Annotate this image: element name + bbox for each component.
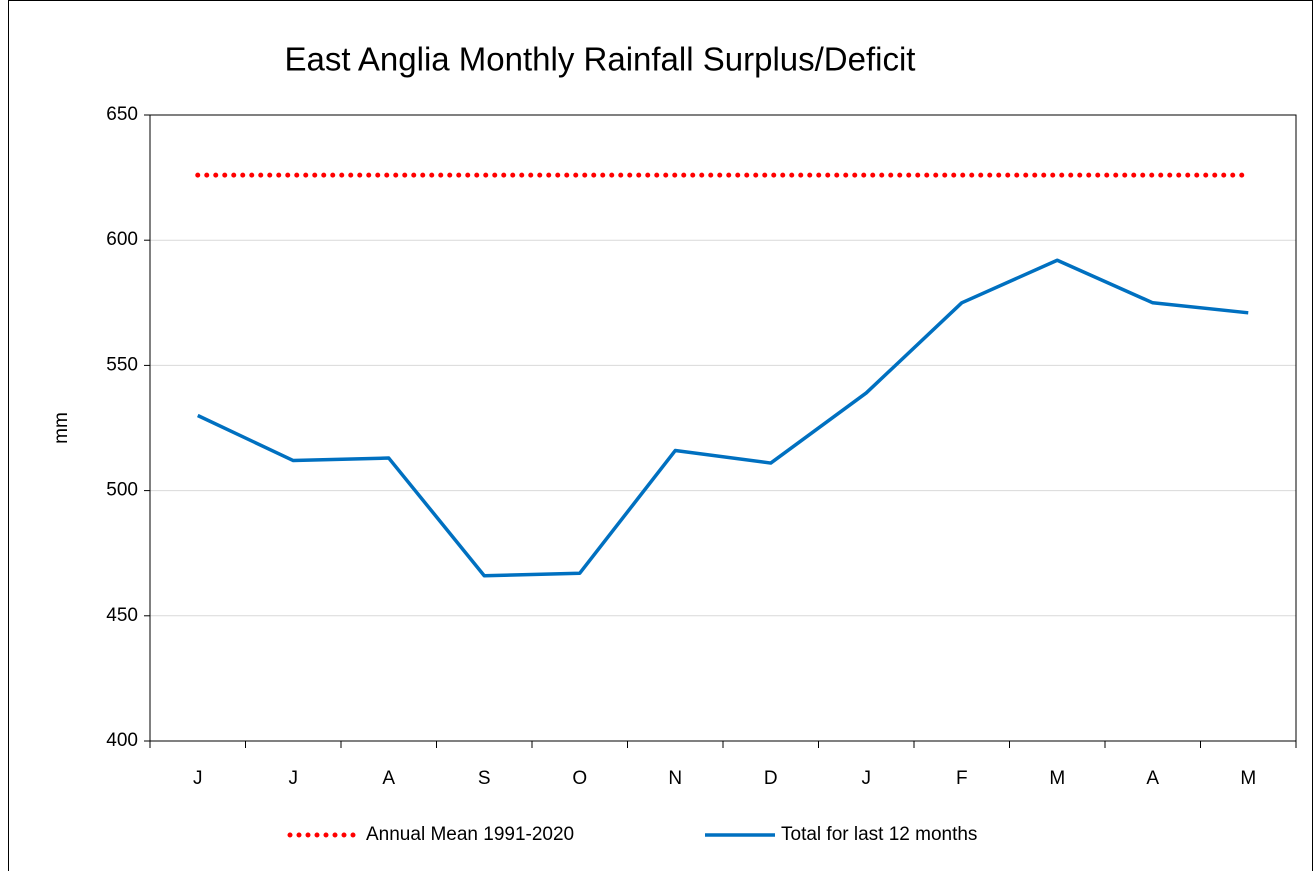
y-tick-label: 500	[106, 480, 138, 501]
chart-border	[8, 0, 1313, 871]
x-tick-label: J	[862, 768, 872, 789]
y-tick-label: 400	[106, 730, 138, 751]
x-tick-label: M	[1049, 768, 1065, 789]
x-tick-label: O	[572, 768, 587, 789]
legend-label: Total for last 12 months	[781, 824, 977, 845]
y-tick-label: 450	[106, 605, 138, 626]
y-tick-label: 600	[106, 229, 138, 250]
x-tick-label: F	[956, 768, 968, 789]
y-tick-label: 650	[106, 104, 138, 125]
x-tick-label: A	[382, 768, 395, 789]
x-tick-label: A	[1146, 768, 1159, 789]
y-tick-label: 550	[106, 354, 138, 375]
chart-title: East Anglia Monthly Rainfall Surplus/Def…	[285, 41, 916, 78]
x-tick-label: N	[668, 768, 682, 789]
series-line	[197, 258, 1249, 578]
x-tick-label: J	[289, 768, 299, 789]
y-axis-label: mm	[51, 412, 72, 444]
x-tick-label: D	[764, 768, 778, 789]
legend-label: Annual Mean 1991-2020	[366, 824, 574, 845]
x-tick-label: S	[478, 768, 491, 789]
x-tick-label: M	[1240, 768, 1256, 789]
x-tick-label: J	[193, 768, 203, 789]
